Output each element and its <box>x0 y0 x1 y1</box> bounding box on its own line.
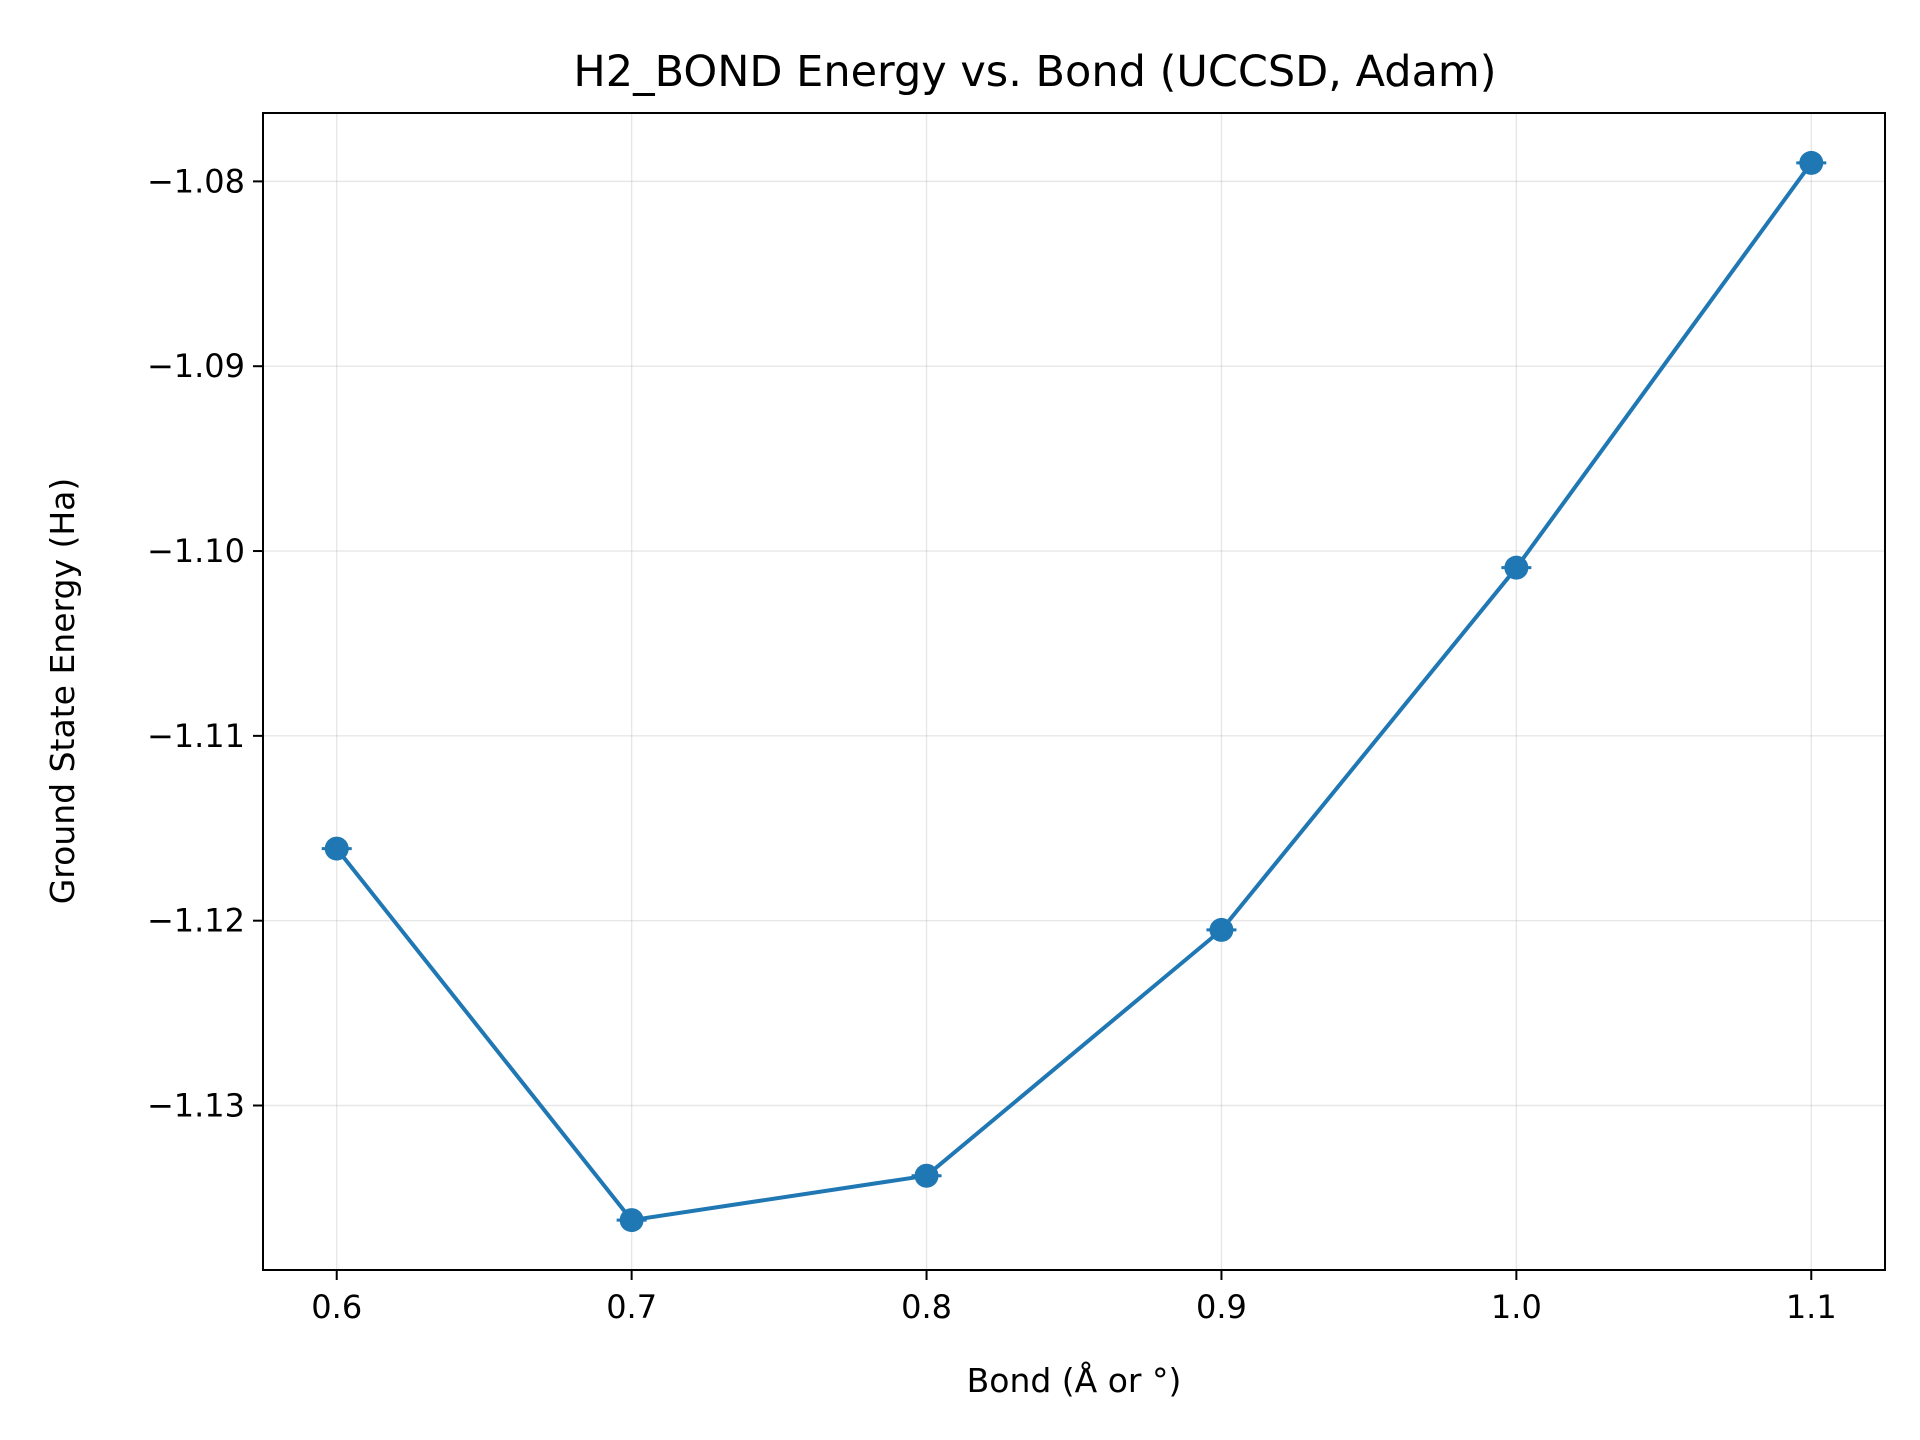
x-tick-label: 0.9 <box>1196 1288 1247 1326</box>
y-tick-label: −1.13 <box>147 1087 245 1125</box>
x-tick-label: 0.6 <box>311 1288 362 1326</box>
data-point-marker <box>324 836 349 861</box>
data-point-marker <box>1209 917 1234 942</box>
x-tick-label: 0.7 <box>606 1288 657 1326</box>
data-point-marker <box>1504 555 1529 580</box>
data-point-marker <box>1799 150 1824 175</box>
series-line-layer <box>335 161 1813 1223</box>
plot-frame <box>262 112 1886 1271</box>
x-tick-label: 0.8 <box>901 1288 952 1326</box>
y-tick-label: −1.11 <box>147 717 245 755</box>
chart-title: H2_BOND Energy vs. Bond (UCCSD, Adam) <box>573 47 1496 97</box>
x-tick-label: 1.1 <box>1786 1288 1837 1326</box>
y-axis-ticks: −1.13 −1.12 −1.11 −1.10 −1.09 −1.08 <box>147 162 263 1125</box>
y-tick-label: −1.12 <box>147 902 245 940</box>
y-tick-label: −1.10 <box>147 532 245 570</box>
series-line <box>335 161 1813 1223</box>
data-point-marker <box>914 1163 939 1188</box>
x-axis-title: Bond (Å or °) <box>967 1360 1182 1400</box>
y-tick-label: −1.08 <box>147 162 245 200</box>
y-tick-label: −1.09 <box>147 347 245 385</box>
x-axis-ticks: 0.6 0.7 0.8 0.9 1.0 1.1 <box>311 1270 1837 1326</box>
data-point-marker <box>619 1208 644 1233</box>
y-axis-title: Ground State Energy (Ha) <box>43 478 82 905</box>
series-marker-layer <box>321 150 1827 1233</box>
x-tick-label: 1.0 <box>1491 1288 1542 1326</box>
grid <box>263 113 1885 1270</box>
